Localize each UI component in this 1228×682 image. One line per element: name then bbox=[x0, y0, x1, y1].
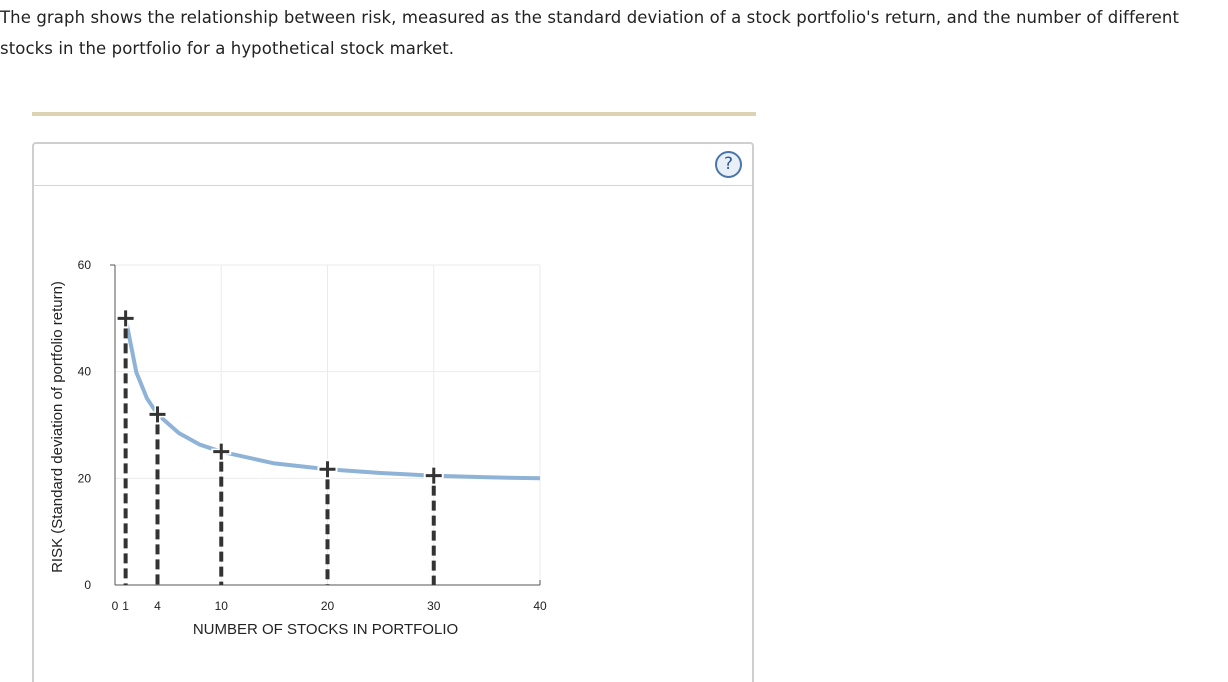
curve-layer bbox=[123, 317, 541, 481]
x-tick-label: 4 bbox=[154, 599, 161, 613]
x-tick-label: 30 bbox=[427, 599, 441, 613]
point-marker bbox=[319, 461, 336, 478]
x-tick-label: 10 bbox=[215, 599, 229, 613]
point-marker bbox=[149, 406, 166, 423]
point-marker bbox=[425, 467, 442, 484]
y-tick-label: 40 bbox=[78, 365, 92, 379]
risk-curve-line bbox=[123, 317, 541, 481]
y-tick-label: 60 bbox=[78, 258, 92, 272]
section-divider bbox=[32, 112, 756, 116]
x-tick-label: 1 bbox=[122, 599, 129, 613]
x-tick-label: 20 bbox=[321, 599, 335, 613]
x-tick-label: 0 bbox=[112, 599, 119, 613]
y-axis-title: RISK (Standard deviation of portfolio re… bbox=[49, 281, 66, 573]
point-markers bbox=[115, 308, 444, 486]
point-marker bbox=[213, 443, 230, 460]
grid-lines bbox=[115, 264, 541, 585]
y-tick-label: 0 bbox=[84, 578, 91, 592]
drop-lines bbox=[123, 328, 436, 585]
x-axis-title: NUMBER OF STOCKS IN PORTFOLIO bbox=[193, 621, 458, 638]
intro-text: The graph shows the relationship between… bbox=[0, 8, 1180, 58]
x-tick-label: 40 bbox=[533, 599, 547, 613]
y-tick-label: 20 bbox=[78, 471, 92, 485]
point-marker bbox=[117, 310, 134, 327]
help-button[interactable]: ? bbox=[715, 151, 742, 178]
panel-header: ? bbox=[34, 144, 752, 186]
axes bbox=[110, 264, 541, 586]
question-mark-icon: ? bbox=[723, 154, 734, 174]
